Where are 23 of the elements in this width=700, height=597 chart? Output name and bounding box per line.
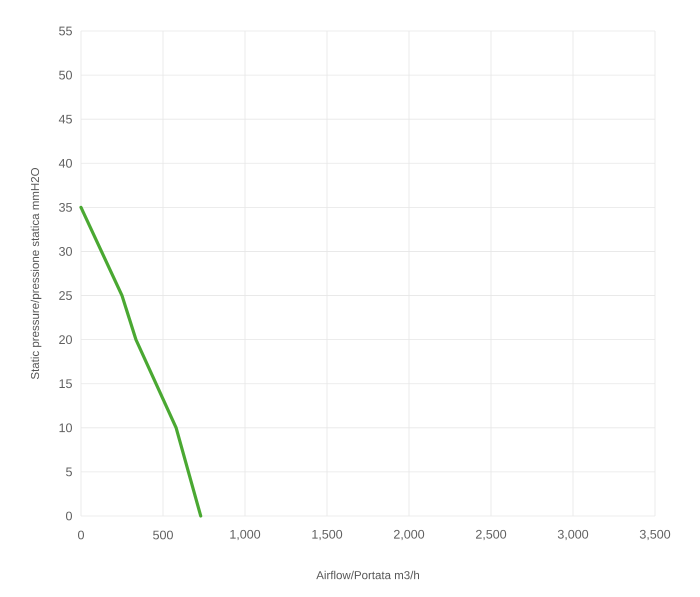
y-tick-label: 15 (60, 379, 72, 388)
y-tick-label: 40 (58, 158, 72, 168)
y-tick-label: 45 (58, 114, 72, 124)
y-tick-label: 5 (66, 468, 72, 476)
x-tick-label: 3,500 (640, 530, 670, 540)
line-series (79, 206, 202, 518)
y-tick-label: 10 (60, 423, 72, 432)
y-tick-label: 30 (59, 247, 72, 256)
x-tick-label: 2,000 (394, 530, 424, 540)
x-tick-label: 3,000 (558, 530, 588, 540)
y-tick-label: 25 (59, 291, 72, 300)
x-tick-label: 0 (78, 530, 84, 540)
x-tick-label: 1,000 (230, 530, 260, 540)
y-tick-label: 50 (59, 70, 72, 80)
x-tick-label: 500 (153, 530, 173, 540)
x-tick-label: 1,500 (312, 530, 342, 540)
y-tick-label: 35 (59, 202, 72, 212)
y-tick-label: 0 (66, 512, 72, 520)
x-tick-label: 2,500 (476, 530, 506, 540)
x-axis-title: Airflow/Portata m3/h (316, 570, 420, 580)
y-tick-label: 55 (59, 26, 72, 36)
y-axis-title: Static pressure/pressione statica mmH2O (30, 168, 42, 380)
y-tick-label: 20 (59, 335, 72, 344)
